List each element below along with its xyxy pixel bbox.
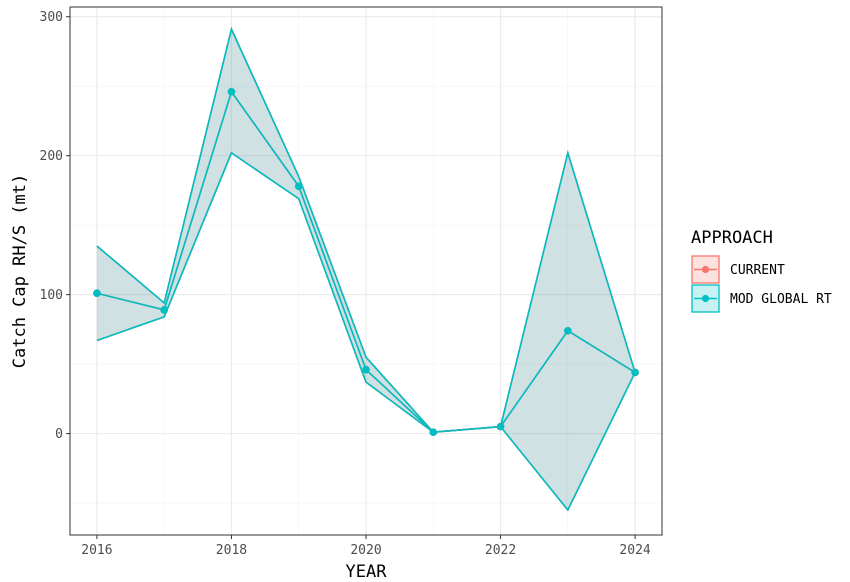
ribbon-fill: [96, 29, 636, 510]
legend-item: CURRENT: [691, 255, 785, 284]
data-point: [227, 87, 236, 96]
legend-key-point: [701, 294, 710, 303]
y-tick-label: 100: [40, 288, 63, 303]
data-point: [564, 326, 572, 335]
legend: APPROACH CURRENT MOD GLOBAL RT: [691, 228, 832, 313]
series-points: [93, 87, 639, 436]
x-tick-label: 2020: [350, 543, 381, 558]
y-axis-title: Catch Cap RH/S (mt): [10, 174, 30, 368]
data-point: [160, 306, 168, 314]
ribbon-lower-bound: [96, 151, 636, 512]
legend-item: MOD GLOBAL RT: [691, 284, 832, 313]
data-point: [631, 368, 639, 377]
y-tick-label: 200: [40, 149, 63, 164]
data-point: [496, 422, 505, 431]
x-tick-label: 2018: [216, 543, 247, 558]
legend-title: APPROACH: [691, 228, 773, 248]
ribbons: [96, 26, 636, 512]
grid: [70, 7, 662, 535]
axes: 0 100 200 300 2016 2018 2020 2022 2024: [40, 10, 651, 558]
data-point: [93, 289, 101, 298]
y-tick-label: 300: [40, 10, 63, 25]
legend-label: MOD GLOBAL RT: [730, 292, 832, 307]
x-tick-label: 2024: [619, 543, 650, 558]
x-axis-title: YEAR: [346, 562, 388, 582]
data-point: [294, 182, 303, 191]
data-point: [429, 428, 438, 436]
y-tick-label: 0: [55, 427, 63, 442]
x-tick-label: 2016: [81, 543, 112, 558]
legend-key-point: [701, 265, 710, 274]
ribbon-upper-bound: [96, 26, 636, 434]
legend-label: CURRENT: [730, 263, 785, 278]
ribbon-fill: [96, 29, 636, 510]
x-tick-label: 2022: [485, 543, 516, 558]
data-point: [362, 365, 370, 374]
